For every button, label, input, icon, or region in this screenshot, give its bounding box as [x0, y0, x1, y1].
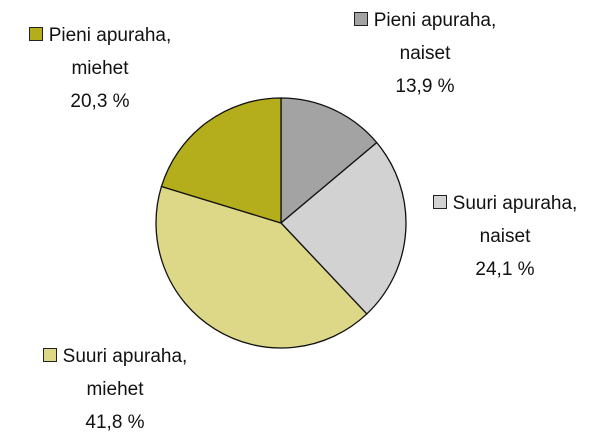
value-label: 41,8 %: [85, 412, 145, 433]
pie-slice: [280, 141, 407, 315]
slice-label: Suuri apuraha, miehet 41,8 %: [30, 340, 200, 439]
value-label: 13,9 %: [395, 76, 455, 97]
category-label-line: Pieni apuraha, miehet: [15, 19, 185, 85]
legend-swatch: [28, 27, 43, 41]
slice-label: Suuri apuraha, naiset 24,1 %: [420, 187, 590, 286]
legend-swatch: [353, 12, 368, 26]
category-label: Suuri apuraha, naiset: [452, 193, 578, 247]
category-label: Pieni apuraha, miehet: [48, 25, 172, 79]
value-label: 20,3 %: [70, 91, 130, 112]
pie-slice: [155, 185, 368, 349]
legend-swatch: [42, 348, 57, 362]
pie-slice: [160, 97, 282, 224]
category-label-line: Suuri apuraha, miehet: [30, 340, 200, 406]
slice-label: Pieni apuraha, naiset 13,9 %: [340, 4, 510, 103]
category-label: Pieni apuraha, naiset: [373, 10, 497, 64]
category-label-line: Suuri apuraha, naiset: [420, 187, 590, 253]
value-label: 24,1 %: [475, 259, 535, 280]
category-label: Suuri apuraha, miehet: [62, 346, 188, 400]
slice-label: Pieni apuraha, miehet 20,3 %: [15, 19, 185, 118]
pie-slice: [280, 97, 378, 225]
legend-swatch: [432, 195, 447, 209]
category-label-line: Pieni apuraha, naiset: [340, 4, 510, 70]
